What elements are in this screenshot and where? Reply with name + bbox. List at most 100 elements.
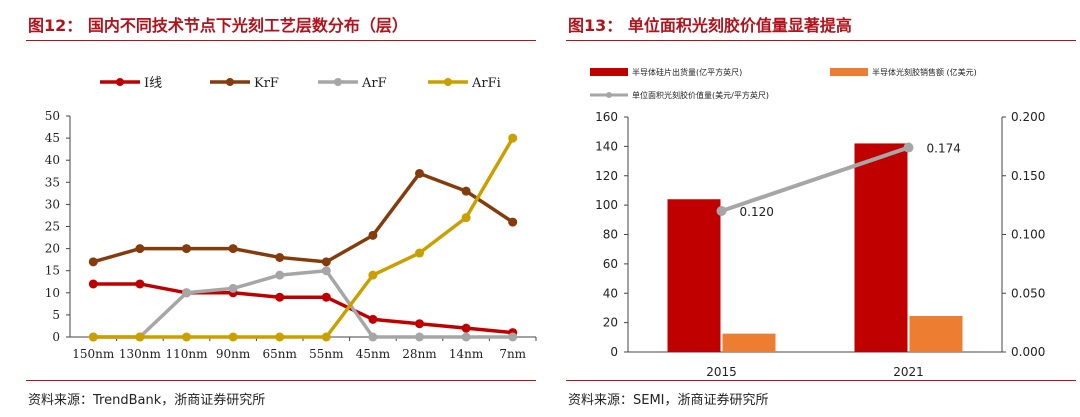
x-tick-label: 90nm [216,347,251,361]
series-point-3 [321,332,331,342]
series-point-3 [508,133,518,143]
y-tick-label: 5 [52,308,60,322]
series-point-3 [368,270,378,280]
y-tick-label: 100 [595,198,618,212]
x-tick-label: 45nm [356,347,391,361]
x-tick-label: 110nm [165,347,208,361]
x-tick-label: 55nm [309,347,344,361]
series-point-0 [88,279,98,289]
y-tick-label: 30 [45,197,60,211]
series-point-1 [368,230,378,240]
x-tick-label: 150nm [72,347,115,361]
y-tick-label: 0 [610,345,618,359]
legend-marker-0 [116,78,124,86]
series-point-1 [88,257,98,267]
series-point-1 [321,257,331,267]
data-label: 0.174 [927,142,961,156]
y-tick-label: 0 [52,330,60,344]
x-tick-label: 28nm [402,347,437,361]
legend-label-1: KrF [254,76,279,91]
series-point-3 [275,332,285,342]
series-point-0 [368,314,378,324]
left-title-rule [26,40,536,41]
value-point [716,206,727,216]
series-point-3 [415,248,424,258]
legend-swatch-1 [830,68,868,76]
right-panel: 图13： 单位面积光刻胶价值量显著提高 半导体硅片出货量(亿平方英尺) 半导体光刻… [540,0,1080,417]
y-tick-label: 40 [603,286,618,300]
left-chart: I线 KrF ArF ArFi 0 5 10 15 20 25 30 35 40 45 50 150nm 130… [45,76,537,361]
x-tick-label: 7nm [499,347,526,361]
bar-0 [667,199,721,352]
y-tick-label: 50 [45,109,60,123]
y2-tick-label: 0.100 [1011,228,1045,242]
left-panel: 图12： 国内不同技术节点下光刻工艺层数分布（层） I线 KrF ArF ArFi 0 5… [26,16,537,408]
legend-marker-2 [606,92,612,98]
series-point-0 [275,292,285,302]
x-tick-label: 130nm [119,347,162,361]
data-label: 0.120 [740,205,774,219]
y-tick-label: 140 [595,139,618,153]
y2-tick-label: 0.150 [1011,169,1045,183]
series-point-1 [275,252,285,262]
y-tick-label: 10 [45,286,60,300]
series-point-2 [321,266,331,276]
y-tick-label: 20 [603,316,618,330]
series-point-2 [368,332,378,342]
right-title-rule [566,40,1076,41]
right-chart-title: 图13： 单位面积光刻胶价值量显著提高 [568,16,852,35]
series-line-1 [92,171,514,264]
legend-label-2: 单位面积光刻胶价值量(美元/平方英尺) [632,90,769,100]
legend-label-3: ArFi [471,76,501,91]
series-point-3 [88,332,98,342]
legend-label-2: ArF [361,76,387,91]
series-point-0 [415,319,424,329]
right-chart: 半导体硅片出货量(亿平方英尺) 半导体光刻胶销售额 (亿美元) 单位面积光刻胶价值量… [590,67,1045,379]
y-tick-label: 80 [603,228,618,242]
series-point-2 [461,332,471,342]
left-source: 资料来源：TrendBank，浙商证券研究所 [28,393,266,408]
bar-0 [854,143,908,352]
series-point-2 [415,332,424,342]
series-point-3 [135,332,145,342]
series-point-3 [182,332,191,342]
series-point-2 [182,288,191,298]
series-line-3 [93,137,515,339]
y-tick-label: 60 [603,257,618,271]
series-point-0 [135,279,145,289]
y-tick-label: 25 [45,220,60,234]
series-point-2 [275,270,285,280]
y-tick-label: 45 [45,131,60,145]
left-chart-title: 图12： 国内不同技术节点下光刻工艺层数分布（层） [28,16,408,35]
bar-1 [722,333,776,352]
left-source-rule [26,380,536,381]
legend-marker-1 [226,78,234,86]
y-tick-label: 120 [595,169,618,183]
series-point-2 [228,283,238,293]
series-point-1 [508,217,518,227]
legend-swatch-0 [590,68,628,76]
value-line [720,145,910,213]
series-point-1 [415,168,424,178]
series-point-2 [508,332,518,342]
series-point-0 [461,323,471,333]
series-point-3 [461,213,471,223]
bar-1 [909,316,963,352]
y-tick-label: 20 [45,242,60,256]
y-tick-label: 40 [45,153,60,167]
x-tick-label: 14nm [449,347,484,361]
value-point [903,142,914,153]
series-line-0 [93,282,513,335]
right-source: 资料来源：SEMI，浙商证券研究所 [568,393,769,408]
y-tick-label: 160 [595,110,618,124]
series-point-3 [228,332,238,342]
x-tick-label: 2015 [706,365,737,379]
legend-marker-3 [444,78,452,86]
series-point-0 [321,292,331,302]
series-point-1 [228,244,238,254]
legend-marker-2 [334,78,342,86]
y2-tick-label: 0.050 [1011,286,1045,300]
legend-label-0: 半导体硅片出货量(亿平方英尺) [632,67,742,77]
x-tick-label: 65nm [263,347,298,361]
legend-label-0: I线 [144,76,162,91]
